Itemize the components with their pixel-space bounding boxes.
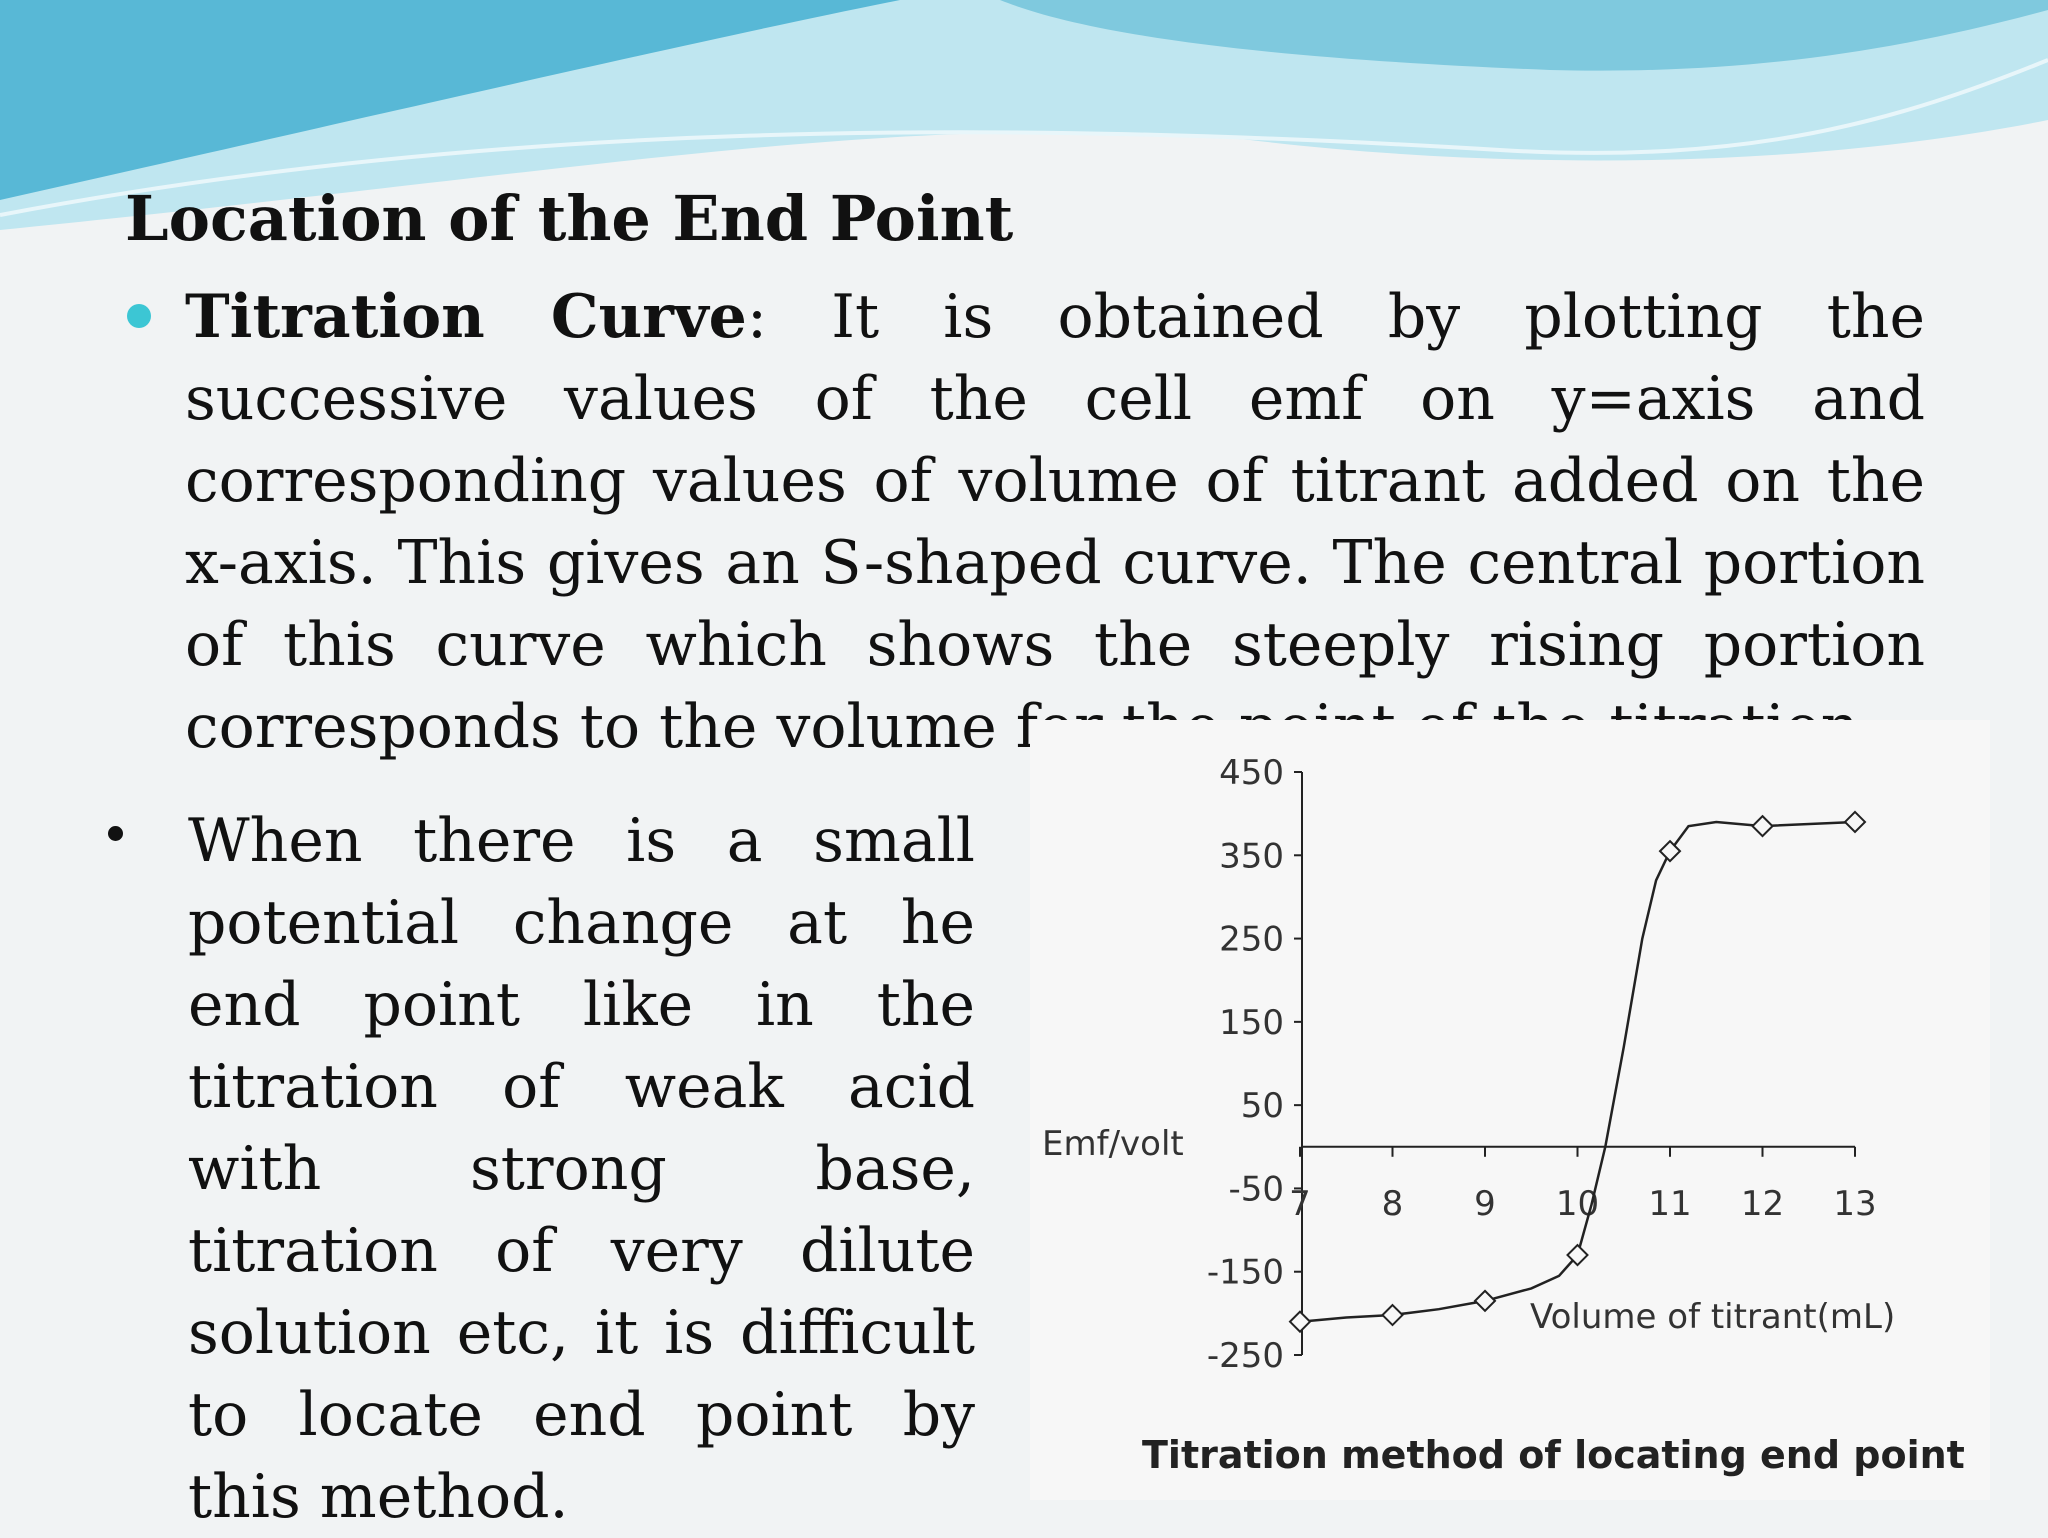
data-point-marker xyxy=(1658,839,1682,863)
bullet-body-text: : It is obtained by plotting the success… xyxy=(185,282,1925,762)
titration-chart: 450 350 250 150 50 -50 -150 -250 7 8 9 10 11 12 13 Emf/… xyxy=(1030,720,1990,1500)
y-tick-label: 250 xyxy=(1219,920,1284,960)
bullet-dot-icon xyxy=(108,826,123,841)
header-wave-decoration xyxy=(0,0,2048,230)
y-tick-label: 450 xyxy=(1219,753,1284,793)
x-tick-label: 13 xyxy=(1833,1184,1876,1224)
header-wave-dark xyxy=(0,0,900,200)
y-tick-label: -250 xyxy=(1207,1336,1284,1376)
x-axis-label: Volume of titrant(mL) xyxy=(1530,1297,1895,1337)
y-tick-label: -150 xyxy=(1207,1253,1284,1293)
data-point-marker xyxy=(1473,1289,1497,1313)
chart-caption: Titration method of locating end point xyxy=(1142,1433,1965,1477)
x-tick-label: 8 xyxy=(1382,1184,1404,1224)
y-tick-label: 150 xyxy=(1219,1003,1284,1043)
data-point-marker xyxy=(1288,1310,1312,1334)
y-tick-label: 50 xyxy=(1241,1086,1284,1126)
x-tick-label: 12 xyxy=(1741,1184,1784,1224)
bullet-lead-term: Titration Curve xyxy=(185,282,747,352)
slide-title: Location of the End Point xyxy=(125,182,1014,255)
bullet-small-potential-change: When there is a small potential change a… xyxy=(108,800,975,1538)
x-tick-label: 7 xyxy=(1289,1184,1311,1224)
data-point-marker xyxy=(1566,1243,1589,1267)
x-tick-label: 11 xyxy=(1648,1184,1691,1224)
x-tick-label: 9 xyxy=(1474,1184,1496,1224)
header-wave-mid xyxy=(0,0,2048,71)
y-tick-label: 350 xyxy=(1219,836,1284,876)
data-point-marker xyxy=(1843,810,1867,834)
header-wave-line xyxy=(0,58,2048,217)
titration-curve-line xyxy=(1299,820,1856,1323)
y-axis-label: Emf/volt xyxy=(1042,1124,1184,1164)
data-point-marker xyxy=(1751,814,1774,838)
bullet-dot-icon xyxy=(127,304,151,328)
bullet-body-text: When there is a small potential change a… xyxy=(188,806,975,1532)
bullet-titration-curve: Titration Curve: It is obtained by plott… xyxy=(127,276,1925,768)
y-tick-label: -50 xyxy=(1228,1169,1284,1209)
data-point-marker xyxy=(1381,1303,1404,1327)
